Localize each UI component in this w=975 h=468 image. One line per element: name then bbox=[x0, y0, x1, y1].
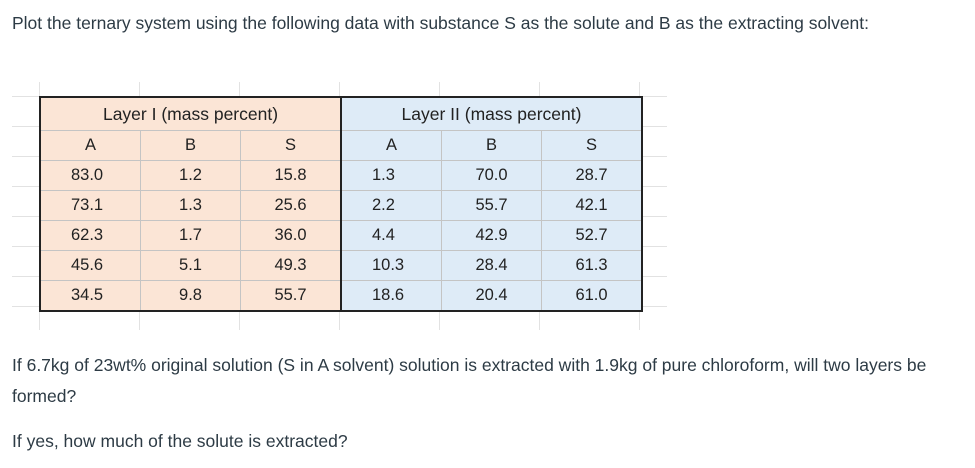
table-cell: 10.3 bbox=[340, 250, 442, 281]
table-cell: 5.1 bbox=[140, 250, 241, 281]
table-cell: 1.7 bbox=[140, 220, 241, 251]
table-cell: 1.2 bbox=[140, 160, 241, 191]
table-row: 83.0 1.2 15.8 1.3 70.0 28.7 bbox=[39, 160, 643, 191]
intro-text: Plot the ternary system using the follow… bbox=[12, 13, 870, 33]
table-cell: 2.2 bbox=[340, 190, 442, 221]
table-cell: 20.4 bbox=[441, 280, 542, 312]
table-cell: 1.3 bbox=[340, 160, 442, 191]
column-header-a-layer-1: A bbox=[39, 130, 141, 161]
table-cell: 9.8 bbox=[140, 280, 241, 312]
table-cell: 83.0 bbox=[39, 160, 141, 191]
table-cell: 36.0 bbox=[240, 220, 342, 251]
column-header-s-layer-2: S bbox=[541, 130, 643, 161]
table-cell: 73.1 bbox=[39, 190, 141, 221]
table-row: 45.6 5.1 49.3 10.3 28.4 61.3 bbox=[39, 250, 643, 281]
layer-2-header: Layer II (mass percent) bbox=[340, 96, 643, 131]
table-cell: 55.7 bbox=[240, 280, 342, 312]
column-header-b-layer-1: B bbox=[140, 130, 241, 161]
table-cell: 34.5 bbox=[39, 280, 141, 312]
question-text: If 6.7kg of 23wt% original solution (S i… bbox=[12, 355, 927, 406]
table-cell: 28.4 bbox=[441, 250, 542, 281]
table-cell: 42.9 bbox=[441, 220, 542, 251]
table-cell: 62.3 bbox=[39, 220, 141, 251]
layer-1-header: Layer I (mass percent) bbox=[39, 96, 342, 131]
column-header-a-layer-2: A bbox=[340, 130, 442, 161]
table-row: 62.3 1.7 36.0 4.4 42.9 52.7 bbox=[39, 220, 643, 251]
table-cell: 28.7 bbox=[541, 160, 643, 191]
column-header-b-layer-2: B bbox=[441, 130, 542, 161]
ternary-data-table: Layer I (mass percent) Layer II (mass pe… bbox=[39, 96, 643, 312]
column-header-s-layer-1: S bbox=[240, 130, 342, 161]
table-cell: 49.3 bbox=[240, 250, 342, 281]
table-cell: 42.1 bbox=[541, 190, 643, 221]
table-row: 73.1 1.3 25.6 2.2 55.7 42.1 bbox=[39, 190, 643, 221]
table-cell: 4.4 bbox=[340, 220, 442, 251]
table-cell: 45.6 bbox=[39, 250, 141, 281]
table-cell: 15.8 bbox=[240, 160, 342, 191]
table-cell: 55.7 bbox=[441, 190, 542, 221]
table-cell: 70.0 bbox=[441, 160, 542, 191]
followup-question-text: If yes, how much of the solute is extrac… bbox=[12, 431, 348, 451]
table-cell: 61.3 bbox=[541, 250, 643, 281]
table-cell: 1.3 bbox=[140, 190, 241, 221]
table-cell: 18.6 bbox=[340, 280, 442, 312]
table-cell: 61.0 bbox=[541, 280, 643, 312]
table-cell: 25.6 bbox=[240, 190, 342, 221]
table-cell: 52.7 bbox=[541, 220, 643, 251]
table-row: 34.5 9.8 55.7 18.6 20.4 61.0 bbox=[39, 280, 643, 312]
